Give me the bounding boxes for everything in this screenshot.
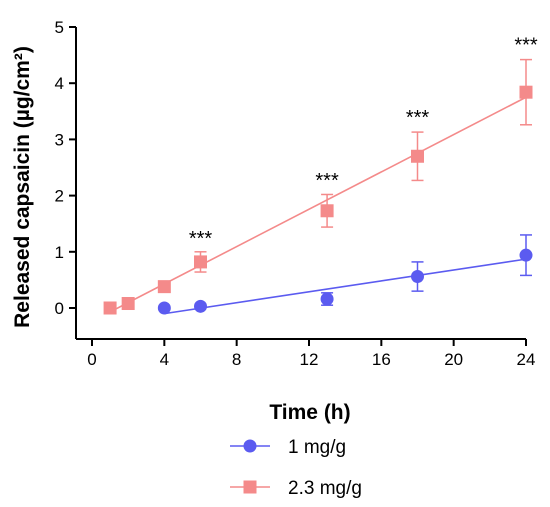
y-tick-label: 0 bbox=[55, 299, 64, 318]
significance-mark: *** bbox=[514, 35, 538, 57]
y-tick-label: 5 bbox=[55, 18, 64, 37]
y-tick-label: 1 bbox=[55, 243, 64, 262]
x-tick-label: 24 bbox=[517, 350, 536, 369]
y-axis-title: Released capsaicin (µg/cm²) bbox=[11, 46, 34, 328]
data-point-circle bbox=[411, 270, 424, 284]
data-point-circle bbox=[194, 299, 207, 313]
legend-item-1mg: 1 mg/g bbox=[230, 437, 346, 458]
legend-item-2-3mg: 2.3 mg/g bbox=[230, 478, 362, 499]
significance-mark: *** bbox=[315, 170, 339, 192]
y-tick-label: 2 bbox=[55, 187, 64, 206]
x-tick-label: 16 bbox=[372, 350, 391, 369]
x-tick-label: 12 bbox=[300, 350, 319, 369]
legend-marker-2-3mg bbox=[243, 480, 257, 494]
x-tick-label: 4 bbox=[160, 350, 169, 369]
legend: 1 mg/g 2.3 mg/g bbox=[230, 437, 362, 499]
data-point-square bbox=[157, 280, 171, 294]
y-tick-label: 4 bbox=[55, 74, 64, 93]
data-point-square bbox=[320, 204, 334, 218]
data-points bbox=[103, 85, 533, 315]
fit-line-series-0 bbox=[164, 258, 527, 315]
y-tick-label: 3 bbox=[55, 130, 64, 149]
data-point-square bbox=[194, 255, 207, 269]
x-tick-label: 0 bbox=[87, 350, 96, 369]
data-point-circle bbox=[157, 301, 171, 315]
data-point-square bbox=[411, 149, 424, 163]
fit-line-series-1 bbox=[109, 96, 527, 313]
error-bars bbox=[194, 58, 532, 306]
data-point-square bbox=[103, 301, 117, 315]
legend-label-1mg: 1 mg/g bbox=[288, 437, 346, 458]
data-point-circle bbox=[320, 292, 334, 306]
legend-marker-1mg bbox=[243, 439, 257, 453]
legend-label-2-3mg: 2.3 mg/g bbox=[288, 478, 362, 499]
data-point-square bbox=[519, 85, 533, 99]
significance-mark: *** bbox=[406, 107, 430, 129]
x-tick-label: 20 bbox=[444, 350, 463, 369]
significance-annotations: *** *** *** *** bbox=[189, 35, 538, 250]
significance-mark: *** bbox=[189, 228, 213, 250]
x-tick-label: 8 bbox=[232, 350, 241, 369]
x-axis-title: Time (h) bbox=[269, 401, 350, 424]
fit-lines bbox=[109, 96, 527, 315]
data-point-circle bbox=[519, 248, 533, 262]
data-point-square bbox=[121, 297, 135, 311]
